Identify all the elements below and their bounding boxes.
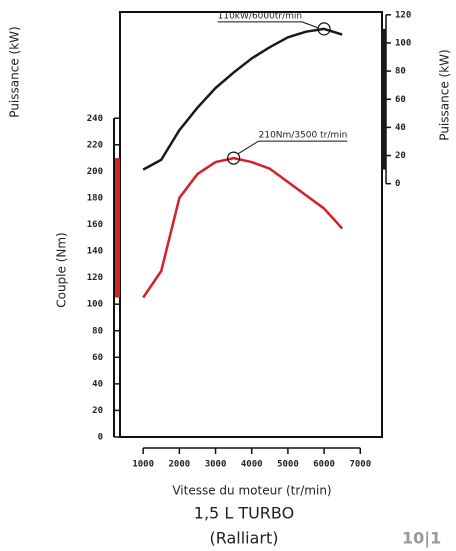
chart-title: 1,5 L TURBO [194, 504, 294, 523]
y2-tick-label: 80 [395, 67, 406, 77]
annotation-leader [237, 140, 259, 155]
chart-subtitle: (Ralliart) [209, 529, 278, 548]
y-tick-label: 240 [87, 114, 103, 124]
x-tick-label: 3000 [205, 460, 227, 470]
x-tick-label: 6000 [313, 460, 335, 470]
y2-axis-label: Puissance (kW) [8, 26, 22, 117]
y-tick-label: 220 [87, 140, 103, 150]
y2-tick-label: 100 [395, 38, 411, 48]
page-number: 10|1 [402, 529, 441, 549]
y-tick-label: 160 [87, 220, 103, 230]
series-line [142, 27, 343, 171]
x-axis-label: Vitesse du moteur (tr/min) [172, 484, 331, 498]
y2-tick-label: 20 [395, 151, 406, 161]
y2-axis-label: Puissance (kW) [438, 49, 452, 140]
series-line [142, 156, 344, 299]
y-tick-label: 80 [92, 326, 103, 336]
peak-marker [227, 151, 241, 165]
y-tick-label: 180 [87, 193, 103, 203]
y-tick-label: 40 [92, 379, 103, 389]
y2-tick-label: 40 [395, 123, 406, 133]
annotation: 110kW/6000tr/min [218, 11, 302, 21]
y-tick-label: 20 [92, 406, 103, 416]
x-tick-label: 2000 [169, 460, 191, 470]
y-tick-label: 60 [92, 353, 103, 363]
y2-tick-label: 120 [395, 10, 411, 20]
annotation: 210Nm/3500 tr/min [259, 131, 348, 141]
x-tick-label: 4000 [241, 460, 263, 470]
x-tick-label: 5000 [277, 460, 299, 470]
y-tick-label: 100 [87, 300, 103, 310]
x-tick-label: 7000 [349, 460, 371, 470]
y-tick-label: 140 [87, 247, 103, 257]
y2-tick-label: 60 [395, 95, 406, 105]
annotation-leader [301, 21, 319, 29]
y-tick-label: 200 [87, 167, 103, 177]
peak-marker [317, 22, 331, 36]
x-tick-label: 1000 [132, 460, 154, 470]
y-tick-label: 120 [87, 273, 103, 283]
plot-frame [119, 11, 383, 438]
y-tick-label: 0 [98, 433, 103, 443]
range-bar [115, 158, 120, 298]
y2-tick-label: 0 [395, 179, 400, 189]
y-axis-label: Couple (Nm) [55, 232, 69, 308]
range-bar [381, 28, 386, 170]
